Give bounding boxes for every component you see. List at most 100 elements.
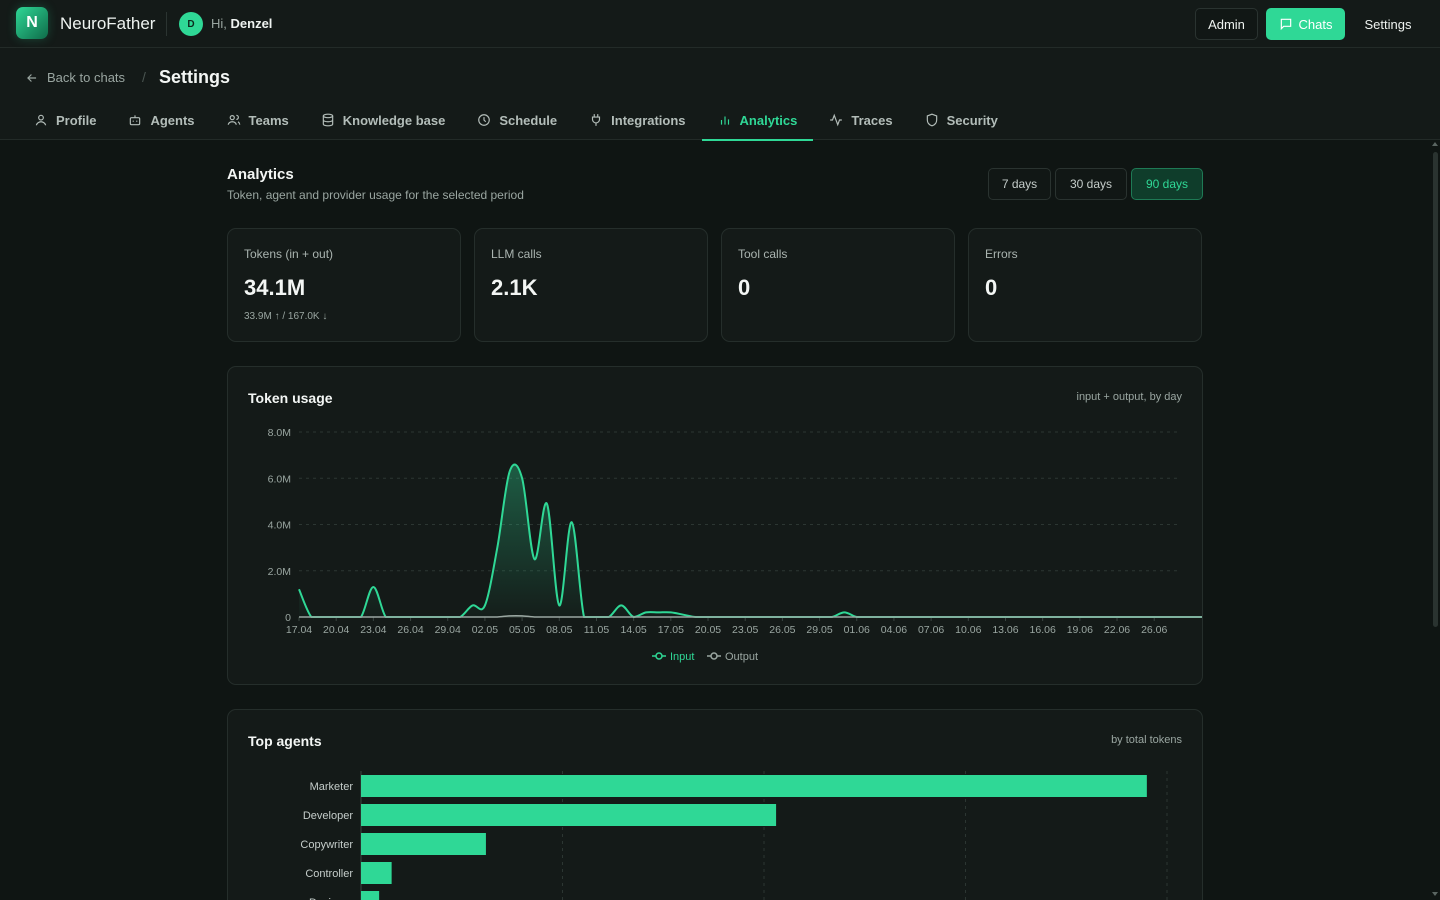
app-logo[interactable]: N <box>16 7 48 39</box>
x-tick-label: 29.05 <box>806 624 832 636</box>
card-title: Token usage <box>248 390 333 406</box>
tab-integrations[interactable]: Integrations <box>573 100 701 140</box>
y-tick-label: 0 <box>285 612 291 624</box>
agent-bar <box>361 775 1147 797</box>
greeting-text: Hi, <box>211 16 227 31</box>
top-bar: N NeuroFather D Hi, Denzel Admin Chats S… <box>0 0 1440 48</box>
stat-label: Errors <box>985 247 1018 261</box>
tab-label: Traces <box>851 112 893 128</box>
agent-bar <box>361 862 392 884</box>
legend-label: Output <box>725 651 758 663</box>
y-tick-label: 8.0M <box>268 427 291 439</box>
agent-label: Designer <box>309 897 353 900</box>
top-agents-chart[interactable]: Marketer Developer Copywriter Controller Des… <box>228 710 1202 900</box>
shield-icon <box>926 113 937 127</box>
tab-label: Schedule <box>499 112 558 128</box>
x-tick-label: 02.05 <box>472 624 498 636</box>
stat-label: Tokens (in + out) <box>244 247 334 261</box>
app-name[interactable]: NeuroFather <box>60 14 156 33</box>
back-label: Back to chats <box>47 70 126 85</box>
tab-knowledge-base[interactable]: Knowledge base <box>305 100 462 140</box>
x-tick-label: 17.04 <box>286 624 312 636</box>
x-tick-label: 10.06 <box>955 624 981 636</box>
agent-bar <box>361 804 777 826</box>
tab-agents[interactable]: Agents <box>112 100 210 140</box>
x-tick-label: 26.04 <box>397 624 423 636</box>
legend-marker <box>710 652 718 660</box>
x-tick-label: 22.06 <box>1104 624 1130 636</box>
x-tick-label: 08.05 <box>546 624 572 636</box>
x-tick-label: 29.04 <box>435 624 461 636</box>
x-tick-label: 26.05 <box>769 624 795 636</box>
admin-button[interactable]: Admin <box>1195 8 1258 40</box>
legend-item-input: Input <box>652 651 694 663</box>
x-tick-label: 20.05 <box>695 624 721 636</box>
tab-label: Analytics <box>739 112 798 128</box>
stat-card-tokens: Tokens (in + out) 34.1M 33.9M ↑ / 167.0K… <box>227 228 461 342</box>
tab-label: Profile <box>56 112 97 128</box>
stat-value: 34.1M <box>244 275 306 300</box>
settings-button[interactable]: Settings <box>1364 16 1412 32</box>
message-icon <box>1280 18 1291 31</box>
stat-card-llm-calls: LLM calls 2.1K <box>474 228 708 342</box>
token-usage-card: Token usage input + output, by day 0 2.0M… <box>227 366 1203 685</box>
legend-item-output: Output <box>707 651 758 663</box>
series-area-input <box>299 464 1202 617</box>
tab-schedule[interactable]: Schedule <box>461 100 573 140</box>
scroll-down-arrow-icon[interactable] <box>1432 892 1438 896</box>
analytics-subtitle: Token, agent and provider usage for the … <box>227 188 524 202</box>
chats-button[interactable]: Chats <box>1266 8 1345 40</box>
y-tick-label: 6.0M <box>268 473 291 485</box>
legend-marker <box>655 652 663 660</box>
card-note: by total tokens <box>1111 734 1182 746</box>
x-tick-label: 01.06 <box>844 624 870 636</box>
token-usage-chart[interactable]: 0 2.0M 4.0M 6.0M 8.0M 17.04 20.04 23.04 26.04 29.… <box>228 367 1202 684</box>
period-7-days-button[interactable]: 7 days <box>988 168 1051 200</box>
x-tick-label: 11.05 <box>584 624 610 636</box>
tab-label: Teams <box>248 112 289 128</box>
series-line-output <box>298 614 1202 618</box>
tab-label: Integrations <box>611 112 686 128</box>
x-tick-label: 13.06 <box>992 624 1018 636</box>
tab-teams[interactable]: Teams <box>211 100 305 140</box>
y-tick-label: 2.0M <box>268 566 291 578</box>
top-agents-card: Top agents by total tokens Marketer Devel… <box>227 709 1203 900</box>
database-icon <box>322 113 334 127</box>
period-90-days-button[interactable]: 90 days <box>1131 168 1203 200</box>
clock-icon <box>478 114 491 126</box>
tab-label: Security <box>946 112 998 128</box>
plug-icon <box>592 114 601 126</box>
activity-icon <box>830 113 843 127</box>
agent-bar <box>361 833 486 855</box>
back-to-chats-link[interactable]: Back to chats <box>25 70 125 85</box>
tab-traces[interactable]: Traces <box>813 100 908 140</box>
x-tick-label: 23.04 <box>360 624 386 636</box>
users-icon <box>227 114 240 125</box>
period-30-days-button[interactable]: 30 days <box>1055 168 1127 200</box>
x-tick-label: 19.06 <box>1067 624 1093 636</box>
card-note: input + output, by day <box>1076 391 1183 403</box>
tab-security[interactable]: Security <box>909 100 1014 140</box>
tab-label: Knowledge base <box>342 112 446 128</box>
series-line-input <box>298 463 1202 619</box>
agent-label: Developer <box>303 810 353 822</box>
tab-profile[interactable]: Profile <box>18 100 112 140</box>
user-name: Denzel <box>230 16 273 31</box>
chats-label: Chats <box>1298 16 1333 32</box>
scroll-up-arrow-icon[interactable] <box>1432 142 1438 146</box>
agent-bar <box>361 891 380 900</box>
avatar[interactable]: D <box>179 12 203 36</box>
agent-label: Copywriter <box>300 839 353 851</box>
card-title: Top agents <box>248 733 322 749</box>
agent-label: Controller <box>305 868 353 880</box>
x-tick-label: 26.06 <box>1141 624 1167 636</box>
stat-value: 2.1K <box>491 275 538 300</box>
y-tick-label: 4.0M <box>268 520 291 532</box>
bot-icon <box>130 115 141 126</box>
tab-analytics[interactable]: Analytics <box>701 100 814 141</box>
user-icon <box>35 114 47 126</box>
legend-label: Input <box>670 651 694 663</box>
x-tick-label: 07.06 <box>918 624 944 636</box>
scrollbar-thumb[interactable] <box>1433 152 1438 627</box>
x-tick-label: 17.05 <box>658 624 684 636</box>
